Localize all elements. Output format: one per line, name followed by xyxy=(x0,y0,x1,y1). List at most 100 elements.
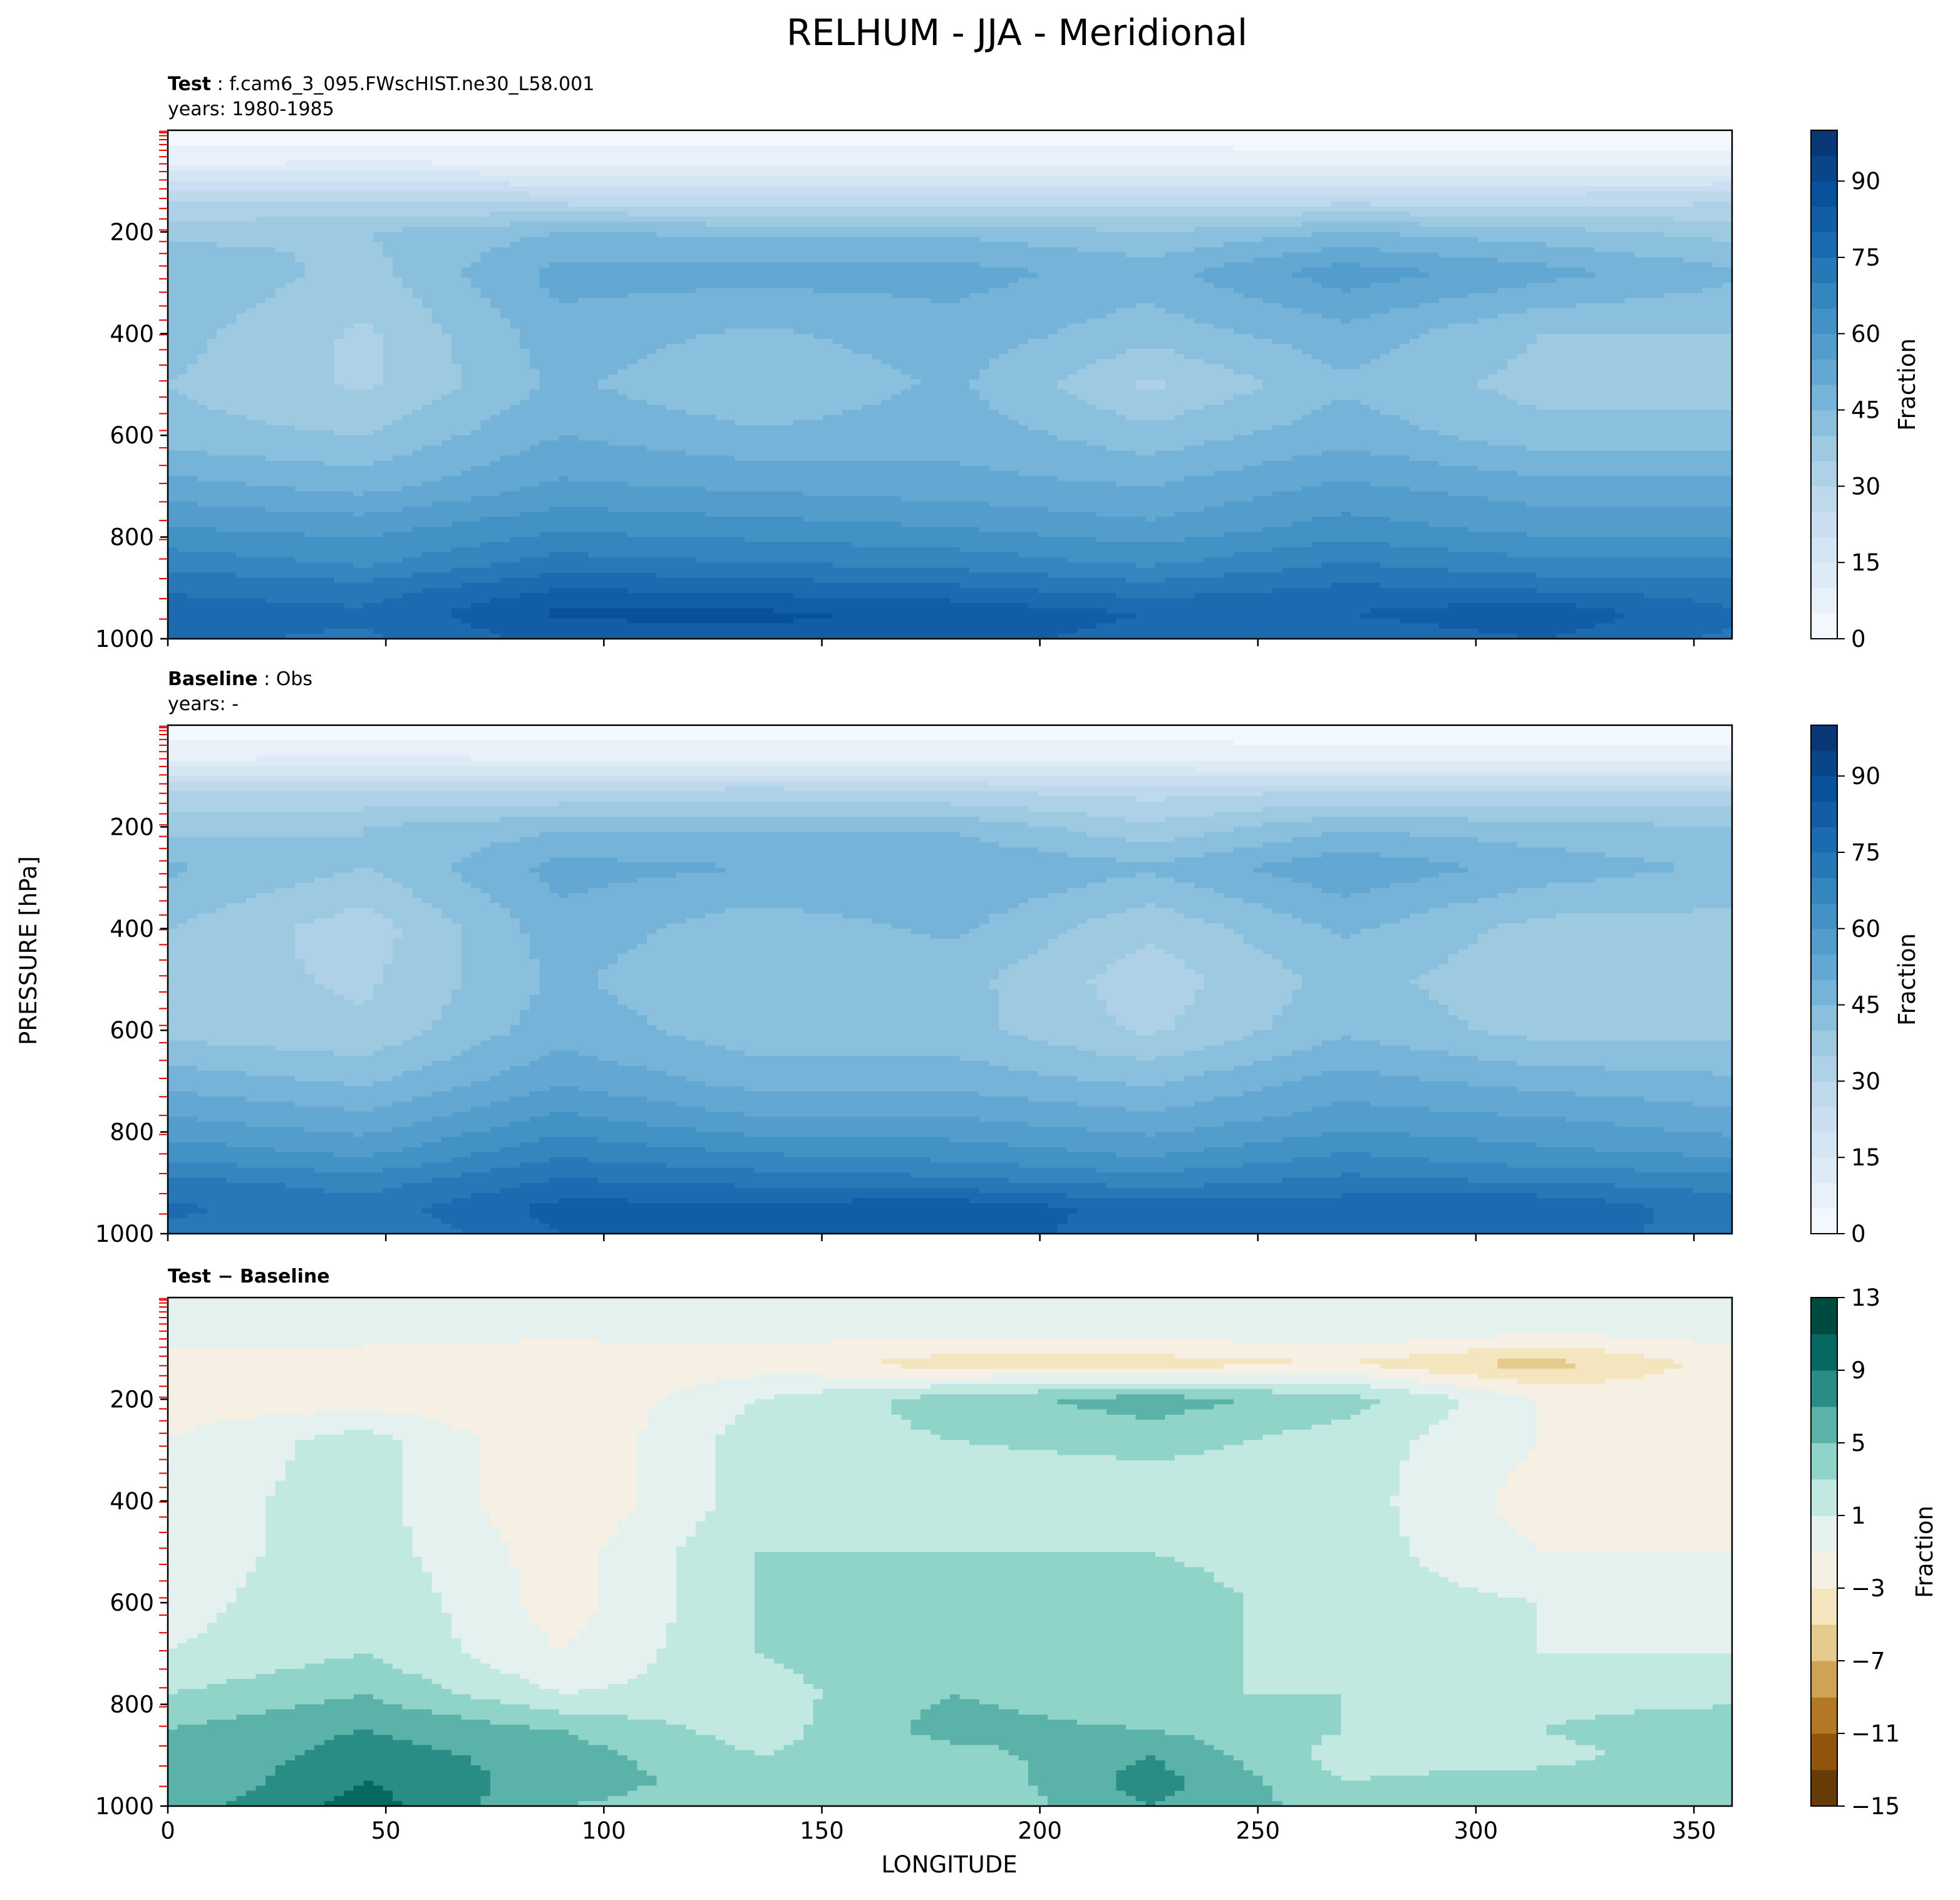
contour-cell xyxy=(950,272,961,279)
contour-cell xyxy=(1400,181,1410,187)
contour-cell xyxy=(1712,130,1723,136)
contour-cell xyxy=(1292,165,1302,172)
contour-cell xyxy=(1252,196,1264,202)
contour-cell xyxy=(520,186,530,192)
contour-cell xyxy=(510,181,520,187)
contour-cell xyxy=(266,227,276,233)
contour-cell xyxy=(1614,282,1626,289)
contour-cell xyxy=(1722,267,1733,274)
contour-cell xyxy=(999,150,1009,157)
contour-cell xyxy=(421,170,433,177)
contour-cell xyxy=(1654,272,1664,279)
contour-cell xyxy=(1057,282,1068,289)
contour-cell xyxy=(520,227,530,233)
contour-cell xyxy=(334,186,344,192)
contour-cell xyxy=(617,277,628,284)
contour-cell xyxy=(872,211,882,217)
contour-cell xyxy=(617,232,628,238)
contour-cell xyxy=(187,201,198,207)
contour-cell xyxy=(900,165,912,172)
contour-cell xyxy=(1458,222,1469,228)
contour-cell xyxy=(1214,201,1224,207)
contour-cell xyxy=(451,150,462,157)
contour-cell xyxy=(783,227,794,233)
contour-cell xyxy=(236,232,247,238)
contour-cell xyxy=(1585,140,1596,147)
contour-cell xyxy=(431,257,442,263)
contour-cell xyxy=(412,186,423,192)
contour-cell xyxy=(783,176,794,182)
contour-cell xyxy=(1663,272,1674,279)
contour-cell xyxy=(1175,262,1185,269)
contour-cell xyxy=(207,140,217,147)
contour-cell xyxy=(1555,206,1567,212)
contour-cell xyxy=(1341,135,1351,142)
contour-cell xyxy=(353,186,364,192)
contour-cell xyxy=(656,150,668,157)
contour-cell xyxy=(520,130,530,136)
contour-cell xyxy=(607,267,618,274)
contour-cell xyxy=(705,267,716,274)
contour-cell xyxy=(461,145,472,152)
contour-cell xyxy=(1370,206,1381,212)
contour-cell xyxy=(344,287,354,294)
contour-cell xyxy=(1722,155,1733,162)
contour-cell xyxy=(1576,227,1586,233)
contour-cell xyxy=(1272,140,1283,147)
contour-cell xyxy=(217,262,227,269)
contour-cell xyxy=(275,262,286,269)
contour-cell xyxy=(1576,257,1586,263)
contour-cell xyxy=(1507,176,1518,182)
contour-cell xyxy=(1272,282,1283,289)
contour-cell xyxy=(1262,222,1274,228)
contour-cell xyxy=(1096,232,1107,238)
contour-cell xyxy=(1507,257,1518,263)
contour-cell xyxy=(510,252,520,258)
contour-cell xyxy=(1048,222,1058,228)
contour-cell xyxy=(441,191,452,197)
contour-cell xyxy=(441,217,452,222)
contour-cell xyxy=(1546,140,1557,147)
contour-cell xyxy=(647,155,658,162)
contour-cell xyxy=(402,252,413,258)
contour-cell xyxy=(842,237,853,243)
contour-cell xyxy=(393,155,403,162)
contour-cell xyxy=(1555,277,1567,284)
contour-cell xyxy=(1204,135,1215,142)
contour-cell xyxy=(1380,222,1391,228)
contour-cell xyxy=(1175,196,1185,202)
contour-cell xyxy=(334,277,344,284)
contour-cell xyxy=(1028,145,1039,152)
contour-cell xyxy=(1487,257,1498,263)
contour-cell xyxy=(686,160,696,167)
contour-cell xyxy=(1018,247,1029,253)
contour-cell xyxy=(1507,217,1518,222)
contour-cell xyxy=(705,155,716,162)
contour-cell xyxy=(969,217,980,222)
contour-cell xyxy=(607,155,618,162)
contour-cell xyxy=(1507,145,1518,152)
contour-cell xyxy=(245,227,257,233)
contour-cell xyxy=(627,170,638,177)
contour-cell xyxy=(1634,247,1645,253)
contour-cell xyxy=(275,282,286,289)
contour-cell xyxy=(412,160,423,167)
contour-cell xyxy=(1448,217,1459,222)
contour-cell xyxy=(1370,165,1381,172)
contour-cell xyxy=(930,140,941,147)
contour-cell xyxy=(1722,257,1733,263)
contour-cell xyxy=(393,201,403,207)
contour-cell xyxy=(412,201,423,207)
contour-cell xyxy=(1663,191,1674,197)
contour-cell xyxy=(842,155,853,162)
contour-cell xyxy=(217,222,227,228)
contour-cell xyxy=(314,287,325,294)
contour-cell xyxy=(617,165,628,172)
contour-cell xyxy=(597,277,609,284)
contour-cell xyxy=(1135,252,1147,258)
contour-cell xyxy=(1302,232,1313,238)
contour-cell xyxy=(881,140,892,147)
contour-cell xyxy=(705,150,716,157)
contour-cell xyxy=(900,252,912,258)
contour-cell xyxy=(1497,227,1508,233)
